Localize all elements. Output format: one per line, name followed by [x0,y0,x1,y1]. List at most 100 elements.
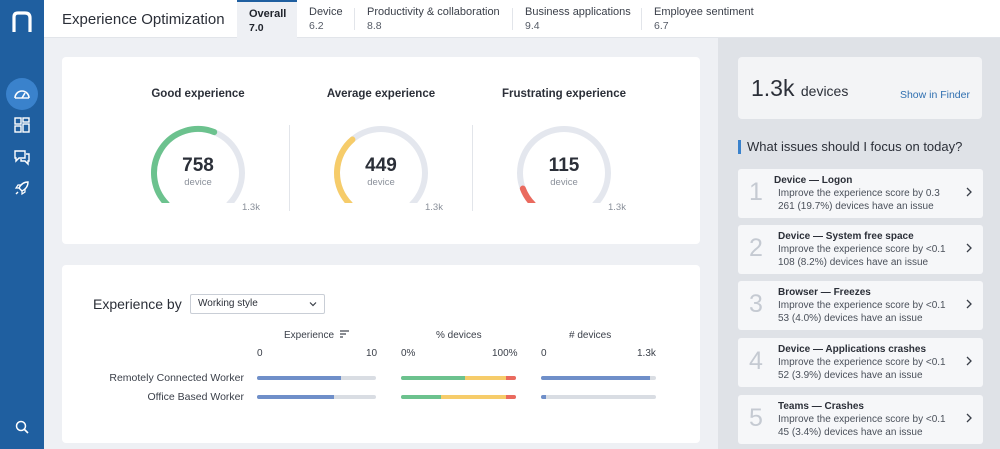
select-value: Working style [198,298,258,309]
gauge-value: 115 [548,155,580,176]
issue-impact: Improve the experience score by 0.3 [778,188,940,199]
bar-segment-average [441,395,506,399]
issue-devices: 261 (19.7%) devices have an issue [778,201,934,212]
issue-rank: 4 [749,347,763,375]
tab-device[interactable]: Device 6.2 [297,0,355,38]
rocket-icon[interactable] [5,173,39,203]
gauge-unit: device [550,177,578,188]
pct-devices-bar[interactable] [401,395,516,399]
issue-item[interactable]: 2 Device — System free space Improve the… [738,225,983,274]
bar-segment-frustrating [505,395,516,399]
gauge-unit: device [184,177,212,188]
gauge-value: 449 [365,155,397,176]
bar-fill [257,376,342,380]
issue-item[interactable]: 3 Browser — Freezes Improve the experien… [738,281,983,330]
row-label: Remotely Connected Worker [109,372,244,384]
experience-gauges-card: Good experience 758 device 1.3k Average … [62,57,700,244]
tab-score: 8.8 [367,20,382,32]
tab-overall[interactable]: Overall 7.0 [237,0,297,38]
chat-bubbles-icon[interactable] [5,142,39,172]
issue-item[interactable]: 4 Device — Applications crashes Improve … [738,338,983,387]
axis-tick-min: 0 [257,348,263,359]
column-header-experience[interactable]: Experience [284,330,349,341]
device-count: 1.3k devices [751,75,849,101]
chevron-right-icon [966,187,972,197]
num-devices-bar[interactable] [541,376,656,380]
bar-segment-frustrating [505,376,516,380]
column-header-num-devices[interactable]: # devices [569,330,612,341]
gauge-title: Good experience [151,88,245,100]
nexthink-logo[interactable] [8,8,36,36]
gauge-arc [151,126,245,203]
issue-title: Browser — Freezes [778,287,871,298]
axis-tick-min: 0% [401,348,416,359]
focus-question: What issues should I focus on today? [747,139,963,154]
sort-icon [339,330,349,338]
bar-fill [541,376,651,380]
gauge-title: Average experience [326,88,436,100]
tab-label: Productivity & collaboration [367,6,500,18]
dashboard-gauge-icon[interactable] [6,78,38,110]
gauge-max: 1.3k [608,202,626,213]
issue-title: Device — Logon [774,175,853,186]
row-label: Office Based Worker [147,391,244,403]
tab-score: 7.0 [249,22,264,34]
tab-label: Overall [249,8,287,20]
issue-devices: 52 (3.9%) devices have an issue [778,370,923,381]
tab-employee-sentiment[interactable]: Employee sentiment 6.7 [642,0,766,38]
show-in-finder-link[interactable]: Show in Finder [899,89,970,101]
gauge-value: 758 [182,155,214,176]
issue-impact: Improve the experience score by <0.1 [778,414,946,425]
gauge-average[interactable]: Average experience 449 device 1.3k [306,57,456,244]
bar-segment-good [401,395,442,399]
issue-devices: 53 (4.0%) devices have an issue [778,313,923,324]
layout-grid-icon[interactable] [5,110,39,140]
tab-label: Business applications [525,6,631,18]
gauge-divider [472,125,473,211]
bar-fill [257,395,335,399]
right-panel: 1.3k devices Show in Finder What issues … [718,38,1000,449]
tab-label: Employee sentiment [654,6,754,18]
pct-devices-bar[interactable] [401,376,516,380]
tab-score: 9.4 [525,20,540,32]
issue-item[interactable]: 1 Device — Logon Improve the experience … [738,169,983,218]
issue-rank: 3 [749,290,763,318]
gauge-max: 1.3k [242,202,260,213]
tab-divider [354,8,355,30]
issue-title: Device — Applications crashes [778,344,927,355]
gauge-arc [517,126,611,203]
tab-productivity[interactable]: Productivity & collaboration 8.8 [355,0,512,38]
left-rail [0,0,44,449]
issue-impact: Improve the experience score by <0.1 [778,300,946,311]
tab-score: 6.7 [654,20,669,32]
experience-bar[interactable] [257,395,376,399]
gauge-frustrating[interactable]: Frustrating experience 115 device 1.3k [489,57,639,244]
gauge-arc [334,126,428,203]
num-devices-bar[interactable] [541,395,656,399]
column-header-pct-devices[interactable]: % devices [436,330,482,341]
experience-bar[interactable] [257,376,376,380]
chevron-right-icon [966,299,972,309]
axis-tick-min: 0 [541,348,547,359]
search-icon[interactable] [5,412,39,442]
accent-bar [738,140,741,154]
tab-divider [641,8,642,30]
issue-title: Device — System free space [778,231,914,242]
chevron-right-icon [966,413,972,423]
gauge-good[interactable]: Good experience 758 device 1.3k [123,57,273,244]
tab-score: 6.2 [309,20,324,32]
bar-fill [541,395,546,399]
tab-business-applications[interactable]: Business applications 9.4 [513,0,643,38]
tab-divider [512,8,513,30]
axis-tick-max: 100% [492,348,518,359]
issue-item[interactable]: 5 Teams — Crashes Improve the experience… [738,395,983,444]
gauge-divider [289,125,290,211]
experience-breakdown-card: Experience by Working style Experience %… [62,265,700,443]
page-title: Experience Optimization [62,11,225,28]
issue-impact: Improve the experience score by <0.1 [778,244,946,255]
working-style-select[interactable]: Working style [190,294,325,314]
chevron-down-icon [309,302,317,307]
axis-tick-max: 1.3k [637,348,656,359]
issue-title: Teams — Crashes [778,401,864,412]
gauge-max: 1.3k [425,202,443,213]
